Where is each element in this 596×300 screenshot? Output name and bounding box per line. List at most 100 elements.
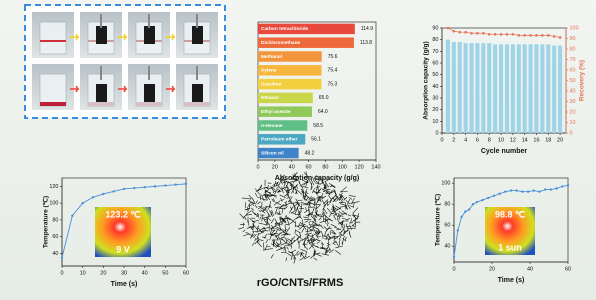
bar [529,44,533,133]
marker [487,197,489,199]
marker [468,208,470,210]
marker [464,210,466,212]
marker [521,190,523,192]
marker [92,196,94,198]
y2-axis-label: Recovery (%) [579,60,586,101]
y2-tick-label: 60 [570,67,576,73]
y-tick-label: 40 [52,251,58,257]
x-tick-label: 18 [545,137,551,143]
bar [511,44,515,133]
x-tick-label: 2 [452,137,455,143]
oil-layer [184,102,210,106]
y-tick-label: 40 [444,244,450,250]
bar [499,44,503,133]
oil-layer [40,102,66,106]
x-tick-label: 6 [476,137,479,143]
x-tick-label: 40 [289,164,295,170]
marker [527,190,529,192]
y-tick-label: 100 [49,201,58,207]
x-tick-label: 8 [488,137,491,143]
marker [488,33,491,36]
annotation: 9 V [116,244,130,254]
x-tick-label: 40 [527,266,533,272]
y2-tick-label: 90 [570,36,576,42]
y-tick-label: 50 [432,72,438,78]
y-tick-label: 80 [52,217,58,223]
bar [523,44,527,133]
marker [112,190,114,192]
y-tick-label: 80 [432,37,438,43]
marker [123,188,125,190]
y-tick-label: 30 [432,95,438,101]
annotation: 98.8 ℃ [495,209,525,219]
x-tick-label: 20 [100,270,106,276]
oil-layer [88,102,114,106]
category-label: n-Hexane [261,123,283,129]
tweezer [196,14,198,28]
sponge [192,84,203,102]
y2-tick-label: 40 [570,88,576,94]
marker [538,190,540,192]
graphical-abstract: rGO/CNTs/FRMS 020406080100120140Absorpti… [0,0,596,300]
y2-tick-label: 50 [570,78,576,84]
x-tick-label: 0 [452,266,455,272]
marker [81,202,83,204]
marker [512,33,515,36]
y-tick-label: 0 [435,130,438,136]
marker [185,183,187,185]
value-label: 75.4 [328,68,338,74]
x-tick-label: 14 [522,137,528,143]
tweezer [148,14,150,28]
marker [561,185,563,187]
x-tick-label: 140 [371,164,380,170]
x-tick-label: 16 [533,137,539,143]
marker [71,215,73,217]
marker [476,201,478,203]
marker [533,189,535,191]
y2-tick-label: 80 [570,46,576,52]
category-label: Ethanol [261,95,279,101]
y2-tick-label: 10 [570,120,576,126]
bar [558,46,562,134]
sponge [144,26,155,44]
value-label: 75.6 [328,54,338,60]
x-tick-label: 20 [489,266,495,272]
x-tick-label: 20 [557,137,563,143]
x-tick-label: 0 [440,137,443,143]
beaker [40,74,66,106]
marker [164,184,166,186]
bar [493,44,497,133]
marker [553,35,556,38]
marker [517,34,520,37]
marker [476,32,479,35]
bar [487,43,491,133]
marker [460,216,462,218]
bar [534,44,538,133]
marker [447,27,450,30]
x-tick-label: 12 [510,137,516,143]
marker [458,31,461,34]
category-label: Methanol [261,54,282,60]
marker [547,34,550,37]
x-tick-label: 60 [565,266,571,272]
value-label: 58.5 [313,123,323,129]
sponge [144,84,155,102]
x-tick-label: 100 [338,164,347,170]
category-label: Gasoline [261,81,282,87]
marker [529,34,532,37]
marker [453,30,456,33]
value-label: 48.2 [305,150,315,156]
y2-tick-label: 30 [570,99,576,105]
x-tick-label: 20 [272,164,278,170]
value-label: 113.8 [360,40,372,46]
y-tick-label: 60 [444,223,450,229]
marker [493,195,495,197]
bar [546,44,550,133]
tweezer [100,66,102,80]
y-tick-label: 80 [444,202,450,208]
bar [446,40,450,133]
marker [482,32,485,35]
x-tick-label: 120 [355,164,364,170]
x-tick-label: 40 [142,270,148,276]
bar [505,44,509,133]
